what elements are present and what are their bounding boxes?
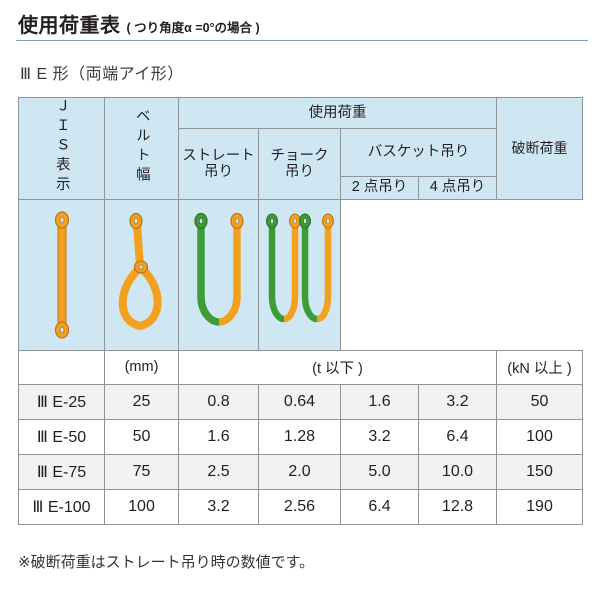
header-jis-label-text: ＪＩＳ表示 (53, 98, 70, 196)
cell-basket-4point: 6.4 (418, 418, 497, 455)
choke-sling-illustration-cell (104, 198, 179, 351)
cell-belt-width: 25 (104, 383, 179, 420)
cell-straight: 3.2 (178, 488, 259, 525)
working-load-table: ＪＩＳ表示 ベルト幅 使用荷重 破断荷重 ストレート 吊り (18, 97, 583, 525)
cell-choke: 2.56 (258, 488, 341, 525)
cell-straight: 0.8 (178, 383, 259, 420)
cell-breaking-load: 190 (496, 488, 583, 525)
cell-breaking-load: 150 (496, 453, 583, 490)
cell-choke: 2.0 (258, 453, 341, 490)
cell-jis: Ⅲ E-100 (18, 488, 105, 525)
product-type-subtitle: Ⅲ E 形（両端アイ形） (20, 66, 184, 83)
header-straight-sling-line1: ストレート (182, 147, 255, 164)
table-row: Ⅲ E-75 75 2.5 2.0 5.0 10.0 150 (18, 453, 583, 490)
cell-jis: Ⅲ E-50 (18, 418, 105, 455)
choke-sling-icon (118, 212, 162, 330)
header-basket-4point: 4 点吊り (418, 175, 497, 200)
header-breaking-load-label: 破断荷重 (496, 97, 583, 200)
units-breaking-load: (kN 以上 ) (496, 349, 583, 385)
header-choke-sling-line2: 吊り (285, 163, 314, 180)
cell-straight: 2.5 (178, 453, 259, 490)
cell-jis: Ⅲ E-75 (18, 453, 105, 490)
cell-belt-width: 100 (104, 488, 179, 525)
cell-basket-2point: 3.2 (340, 418, 419, 455)
header-breaking-load-label-text: 破断荷重 (511, 140, 568, 157)
table-header-basket-row: 2 点吊り 4 点吊り (19, 175, 583, 200)
spec-table-wrapper: ＪＩＳ表示 ベルト幅 使用荷重 破断荷重 ストレート 吊り (18, 97, 583, 525)
cell-basket-4point: 3.2 (418, 383, 497, 420)
basket-4point-illustration-cell (258, 198, 341, 351)
units-belt-width: (mm) (104, 349, 179, 385)
header-belt-width-label-text: ベルト幅 (133, 107, 150, 186)
basket-4point-sling-icon (265, 212, 334, 322)
cell-basket-2point: 5.0 (340, 453, 419, 490)
header-belt-width-label: ベルト幅 (104, 97, 179, 200)
cell-breaking-load: 100 (496, 418, 583, 455)
cell-breaking-load: 50 (496, 383, 583, 420)
page-title: 使用荷重表 ( つり角度α =0°の場合 ) (18, 9, 260, 38)
footnote: ※破断荷重はストレート吊り時の数値です。 (18, 554, 315, 571)
cell-straight: 1.6 (178, 418, 259, 455)
cell-choke: 1.28 (258, 418, 341, 455)
straight-sling-illustration-cell (18, 198, 105, 351)
header-straight-sling-line2: 吊り (204, 163, 233, 180)
table-row: Ⅲ E-50 50 1.6 1.28 3.2 6.4 100 (18, 418, 583, 455)
cell-belt-width: 50 (104, 418, 179, 455)
header-choke-sling: チョーク 吊り (258, 128, 341, 200)
basket-2point-illustration-cell (178, 198, 259, 351)
cell-choke: 0.64 (258, 383, 341, 420)
table-units-row: (mm) (t 以下 ) (kN 以上 ) (18, 349, 583, 385)
straight-sling-icon (54, 210, 69, 339)
header-jis-label: ＪＩＳ表示 (18, 97, 105, 200)
cell-basket-2point: 6.4 (340, 488, 419, 525)
table-row: Ⅲ E-25 25 0.8 0.64 1.6 3.2 50 (18, 383, 583, 420)
title-divider (16, 40, 588, 41)
page-title-main: 使用荷重表 (18, 15, 121, 37)
header-basket-2point: 2 点吊り (340, 175, 419, 200)
header-basket-group: バスケット吊り (340, 128, 497, 177)
header-straight-sling: ストレート 吊り (178, 128, 259, 200)
units-working-load: (t 以下 ) (178, 349, 497, 385)
table-header-group-row: ＪＩＳ表示 ベルト幅 使用荷重 破断荷重 (18, 97, 583, 200)
cell-basket-4point: 10.0 (418, 453, 497, 490)
basket-2point-sling-icon (193, 212, 244, 326)
units-jis (18, 349, 105, 385)
table-row: Ⅲ E-100 100 3.2 2.56 6.4 12.8 190 (18, 488, 583, 525)
cell-jis: Ⅲ E-25 (18, 383, 105, 420)
table-header-sub-row: ストレート 吊り チョーク 吊り バスケット吊り (19, 128, 583, 200)
header-choke-sling-line1: チョーク (270, 147, 329, 164)
cell-basket-2point: 1.6 (340, 383, 419, 420)
cell-belt-width: 75 (104, 453, 179, 490)
page-title-condition: ( つり角度α =0°の場合 ) (126, 21, 260, 35)
header-working-load-group: 使用荷重 (178, 97, 497, 129)
cell-basket-4point: 12.8 (418, 488, 497, 525)
table-illustration-row (18, 198, 583, 351)
